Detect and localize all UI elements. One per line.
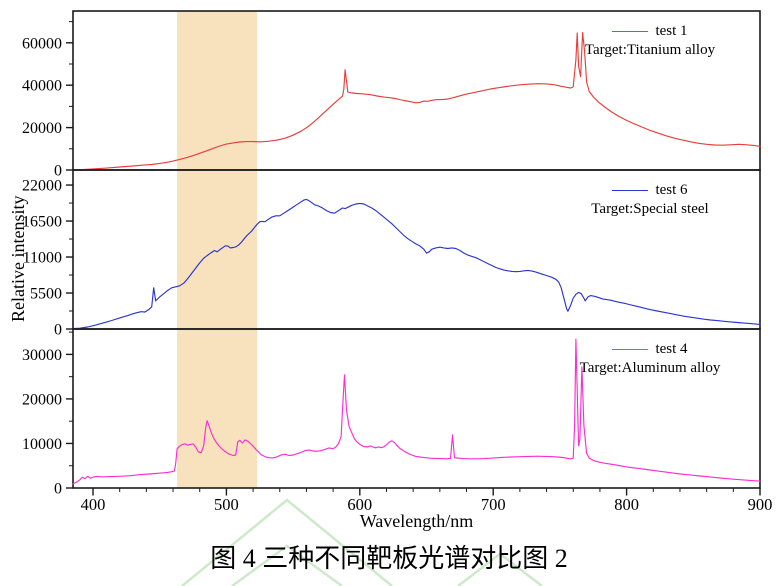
x-tick-label: 800: [614, 495, 639, 512]
legend-label-test6: test 6: [655, 182, 688, 198]
legend-target-test1: Target:Titanium alloy: [584, 42, 716, 58]
legend-panel-3: test 4 Target:Aluminum alloy: [530, 340, 770, 377]
y-tick-label: 0: [54, 163, 62, 180]
y-tick-label: 11000: [23, 250, 62, 267]
y-tick-label: 22000: [22, 178, 62, 195]
panel-border-3: [72, 328, 761, 489]
x-axis-title: Wavelength/nm: [359, 511, 474, 531]
spectrum-line-test6: [72, 198, 761, 330]
y-tick-label: 20000: [22, 391, 62, 408]
legend-line-sample-test4-icon: [612, 348, 649, 350]
y-axis-title: Relative intensity: [8, 195, 28, 322]
highlight-band: [177, 11, 258, 488]
spectrum-line-test4: [72, 338, 761, 485]
y-tick-label: 5500: [30, 286, 62, 303]
spectra-chart: 0200004000060000055001100016500220000100…: [22, 10, 773, 512]
legend-label-test1: test 1: [655, 23, 688, 39]
spectrum-line-test1: [72, 32, 761, 171]
legend-panel-1: test 1 Target:Titanium alloy: [530, 22, 770, 59]
x-tick-label: 600: [347, 495, 372, 512]
x-tick-label: 400: [81, 495, 106, 512]
y-tick-label: 0: [54, 481, 62, 498]
y-tick-label: 16500: [22, 214, 62, 231]
legend-panel-2: test 6 Target:Special steel: [530, 181, 770, 218]
legend-label-test4: test 4: [655, 341, 688, 357]
y-tick-label: 40000: [22, 78, 62, 95]
y-tick-label: 0: [54, 322, 62, 339]
x-tick-label: 700: [481, 495, 506, 512]
x-tick-label: 900: [748, 495, 773, 512]
legend-line-sample-test1-icon: [612, 30, 649, 32]
y-tick-label: 20000: [22, 120, 62, 137]
y-tick-label: 10000: [22, 436, 62, 453]
legend-line-sample-test6-icon: [612, 189, 649, 191]
legend-target-test6: Target:Special steel: [591, 201, 709, 217]
x-tick-label: 500: [214, 495, 239, 512]
y-tick-label: 60000: [22, 35, 62, 52]
y-tick-label: 30000: [22, 347, 62, 364]
legend-target-test4: Target:Aluminum alloy: [579, 360, 721, 376]
figure-caption: 图 4 三种不同靶板光谱对比图 2: [210, 544, 568, 573]
